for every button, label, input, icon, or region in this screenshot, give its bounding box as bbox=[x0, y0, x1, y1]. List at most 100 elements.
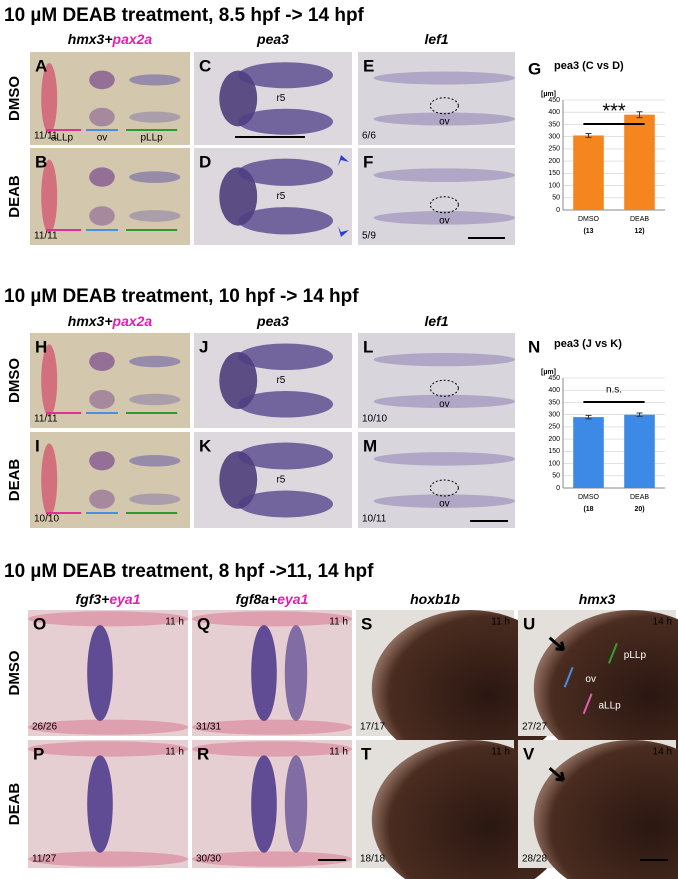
panel-label: r5 bbox=[276, 191, 285, 202]
stain bbox=[238, 390, 334, 418]
stain bbox=[28, 611, 188, 627]
panel-label: r5 bbox=[276, 375, 285, 386]
panel-letter: B bbox=[35, 152, 47, 171]
row-label: DEAB bbox=[6, 459, 23, 502]
ov-outline bbox=[429, 479, 459, 497]
image-panel bbox=[358, 333, 515, 428]
y-tick-label: 150 bbox=[548, 448, 560, 455]
ov-outline bbox=[429, 196, 459, 214]
stain bbox=[219, 352, 258, 409]
panel-bg bbox=[358, 432, 515, 528]
x-tick-note: (18 bbox=[583, 506, 593, 513]
y-tick-label: 200 bbox=[548, 158, 560, 165]
panel-letter: G bbox=[528, 59, 541, 78]
count-label: 30/30 bbox=[196, 854, 221, 865]
stain bbox=[89, 489, 115, 509]
stain bbox=[129, 493, 181, 505]
stain bbox=[238, 207, 334, 235]
arrow bbox=[548, 767, 566, 782]
significance: *** bbox=[602, 100, 626, 122]
stain bbox=[192, 851, 352, 867]
bar bbox=[624, 414, 655, 488]
column-header: hmx3+pax2a bbox=[68, 31, 153, 47]
column-header: hmx3+pax2a bbox=[68, 313, 153, 329]
stain bbox=[192, 719, 352, 735]
panel-label: ov bbox=[439, 499, 450, 510]
y-tick-label: 300 bbox=[548, 412, 560, 419]
gene: hmx3 bbox=[579, 591, 616, 607]
panel-label: r5 bbox=[276, 93, 285, 104]
bar bbox=[624, 114, 655, 210]
stain bbox=[89, 70, 115, 90]
arrowhead bbox=[338, 155, 349, 166]
image-panel bbox=[194, 52, 352, 145]
count-label: 10/10 bbox=[34, 514, 59, 525]
stain bbox=[219, 70, 258, 127]
gene-accent: pax2a bbox=[112, 313, 153, 329]
significance: n.s. bbox=[606, 385, 622, 396]
count-label: 10/10 bbox=[362, 414, 387, 425]
panel-letter: U bbox=[523, 614, 535, 633]
arrow bbox=[548, 636, 566, 652]
stain bbox=[192, 741, 352, 757]
gene: lef1 bbox=[424, 313, 448, 329]
stain bbox=[219, 167, 258, 226]
stain bbox=[238, 442, 334, 470]
section-title: 10 µM DEAB treatment, 10 hpf -> 14 hpf bbox=[4, 286, 359, 307]
time-label: 11 h bbox=[491, 617, 510, 628]
stain bbox=[89, 107, 115, 127]
count-label: 28/28 bbox=[522, 854, 547, 865]
panel-letter: A bbox=[35, 56, 47, 75]
y-tick-label: 400 bbox=[548, 387, 560, 394]
column-header: lef1 bbox=[424, 313, 448, 329]
panel-bg bbox=[358, 52, 515, 145]
row-label: DEAB bbox=[6, 175, 23, 218]
column-header: fgf8a+eya1 bbox=[236, 591, 309, 607]
stain bbox=[533, 740, 678, 879]
count-label: 10/11 bbox=[362, 514, 387, 525]
y-tick-label: 50 bbox=[552, 195, 560, 202]
time-label: 11 h bbox=[329, 747, 348, 758]
row-label: DEAB bbox=[6, 783, 23, 826]
section-title: 10 µM DEAB treatment, 8.5 hpf -> 14 hpf bbox=[4, 5, 365, 26]
error-bar bbox=[585, 132, 592, 138]
y-tick-label: 450 bbox=[548, 97, 560, 104]
stain bbox=[238, 108, 334, 135]
stain bbox=[89, 167, 115, 187]
y-axis-label: [µm] bbox=[541, 91, 556, 98]
y-tick-label: 300 bbox=[548, 134, 560, 141]
image-panel bbox=[358, 52, 515, 145]
y-tick-label: 150 bbox=[548, 170, 560, 177]
image-panel bbox=[30, 432, 190, 528]
stain bbox=[129, 171, 181, 183]
stain bbox=[129, 355, 181, 368]
bar bbox=[573, 417, 604, 488]
gene: hmx3+ bbox=[68, 31, 113, 47]
panel-letter: D bbox=[199, 152, 211, 171]
region-line bbox=[607, 642, 618, 664]
image-panel bbox=[192, 610, 352, 736]
x-tick-label: DEAB bbox=[630, 494, 649, 501]
stain bbox=[41, 63, 58, 134]
stain bbox=[219, 451, 258, 509]
image-panel bbox=[194, 432, 352, 528]
time-label: 11 h bbox=[165, 617, 184, 628]
stain bbox=[129, 210, 181, 222]
count-label: 5/9 bbox=[362, 231, 376, 242]
image-panel bbox=[194, 148, 352, 245]
stain bbox=[89, 390, 115, 409]
stain bbox=[129, 393, 181, 406]
panel-label: ov bbox=[439, 116, 450, 127]
panel-label: ov bbox=[439, 399, 450, 410]
image-panel bbox=[30, 333, 190, 428]
panel-letter: C bbox=[199, 56, 211, 75]
gene-accent: eya1 bbox=[109, 591, 140, 607]
time-label: 14 h bbox=[653, 617, 672, 628]
panel-label: ov bbox=[439, 215, 450, 226]
panel-letter: F bbox=[363, 152, 373, 171]
time-label: 11 h bbox=[329, 617, 348, 628]
stain bbox=[238, 62, 334, 89]
ov-outline bbox=[429, 97, 459, 115]
panel-letter: P bbox=[33, 744, 44, 763]
column-header: hoxb1b bbox=[410, 591, 460, 607]
